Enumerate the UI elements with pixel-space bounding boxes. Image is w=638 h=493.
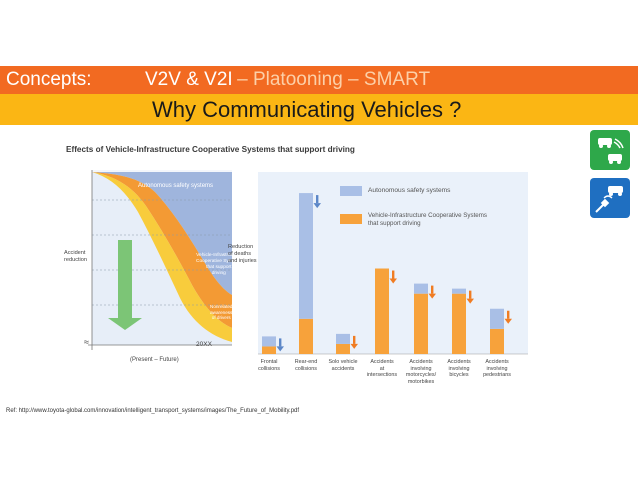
cooperative-region xyxy=(92,172,232,328)
bar-autonomous-1 xyxy=(299,193,313,319)
legend-label-autonomous: Autonomous safety systems xyxy=(368,187,451,194)
bar-cooperative-6 xyxy=(490,328,504,354)
autonomous-region xyxy=(92,172,232,295)
reduction-arrow-4 xyxy=(431,285,434,294)
right-bar-chart xyxy=(258,172,528,355)
time-label: 20XX xyxy=(196,341,212,348)
title-prefix: Concepts: xyxy=(6,69,92,90)
reduction-arrowhead-5 xyxy=(466,298,474,304)
category-label: Accidents at intersections xyxy=(366,359,398,379)
bar-cooperative-0 xyxy=(262,346,276,354)
v2i-icon-graphic xyxy=(595,186,623,213)
legend-swatch-cooperative xyxy=(340,214,362,224)
bar-autonomous-4 xyxy=(414,283,428,294)
v2i-satellite-car-icon xyxy=(590,178,630,218)
v2v-cars-icon-graphic xyxy=(598,138,624,164)
left-x-label: (Present – Future) xyxy=(130,357,179,363)
bar-cooperative-1 xyxy=(299,318,313,354)
title-line: V2V & V2I – Platooning – SMART xyxy=(145,66,430,94)
region-awareness-label: Nonrelated awareness of drivers xyxy=(210,304,233,320)
reduction-arrowhead-1 xyxy=(313,203,321,209)
figure-title: Effects of Vehicle-Infrastructure Cooper… xyxy=(66,145,355,154)
reduction-arrow-1 xyxy=(316,195,319,204)
subtitle-bar xyxy=(0,94,638,125)
awareness-region xyxy=(92,172,232,342)
axis-break-symbol: ≈ xyxy=(84,337,89,347)
bar-chart-background xyxy=(258,172,528,354)
reduction-arrowhead-0 xyxy=(276,346,284,352)
left-concept-chart xyxy=(88,170,232,350)
category-label: Rear-end collisions xyxy=(294,359,318,372)
right-y-label: Reduction of deaths and injuries xyxy=(228,244,257,264)
bar-autonomous-5 xyxy=(452,288,466,294)
legend-swatch-autonomous xyxy=(340,186,362,196)
category-label: Accidents involving pedestrians xyxy=(483,359,511,379)
page-subtitle: Why Communicating Vehicles ? xyxy=(152,97,462,122)
title-rest: – Platooning – SMART xyxy=(237,69,431,90)
category-label: Accidents involving bicycles xyxy=(447,359,471,379)
region-autonomous-label: Autonomous safety systems xyxy=(138,183,214,189)
reduction-arrow-3 xyxy=(392,270,395,279)
category-label: Frontal collisions xyxy=(258,359,280,372)
bar-cooperative-3 xyxy=(375,268,389,354)
reduction-arrow-head xyxy=(108,318,142,330)
reduction-arrowhead-3 xyxy=(389,278,397,284)
reduction-arrow-0 xyxy=(279,338,282,347)
reduction-arrowhead-6 xyxy=(504,318,512,324)
reduction-arrow-6 xyxy=(507,310,510,319)
reduction-arrow-5 xyxy=(469,290,472,299)
bar-autonomous-6 xyxy=(490,308,504,329)
bar-cooperative-4 xyxy=(414,293,428,354)
v2v-cars-icon xyxy=(590,130,630,170)
title-bar xyxy=(0,66,638,94)
bar-autonomous-0 xyxy=(262,336,276,347)
left-y-label: Accident reduction xyxy=(64,250,88,263)
title-main: V2V & V2I xyxy=(145,69,233,90)
legend-label-cooperative: Vehicle-Infrastructure Cooperative Syste… xyxy=(368,212,487,227)
category-label: Accidents involving motorcycles/motorbikes xyxy=(405,359,437,385)
reduction-arrowhead-4 xyxy=(428,293,436,299)
bar-cooperative-5 xyxy=(452,293,466,354)
reduction-arrow-shaft xyxy=(118,240,132,320)
reduction-arrowhead-2 xyxy=(350,343,358,349)
bar-autonomous-2 xyxy=(336,333,350,344)
category-label: Solo vehicle accidents xyxy=(328,359,358,372)
reduction-arrow-2 xyxy=(353,335,356,344)
region-cooperative-label: Vehicle-Infrastructure Cooperative Syste… xyxy=(196,253,242,276)
reference-url[interactable]: Ref: http://www.toyota-global.com/innova… xyxy=(6,408,300,414)
bar-cooperative-2 xyxy=(336,343,350,354)
